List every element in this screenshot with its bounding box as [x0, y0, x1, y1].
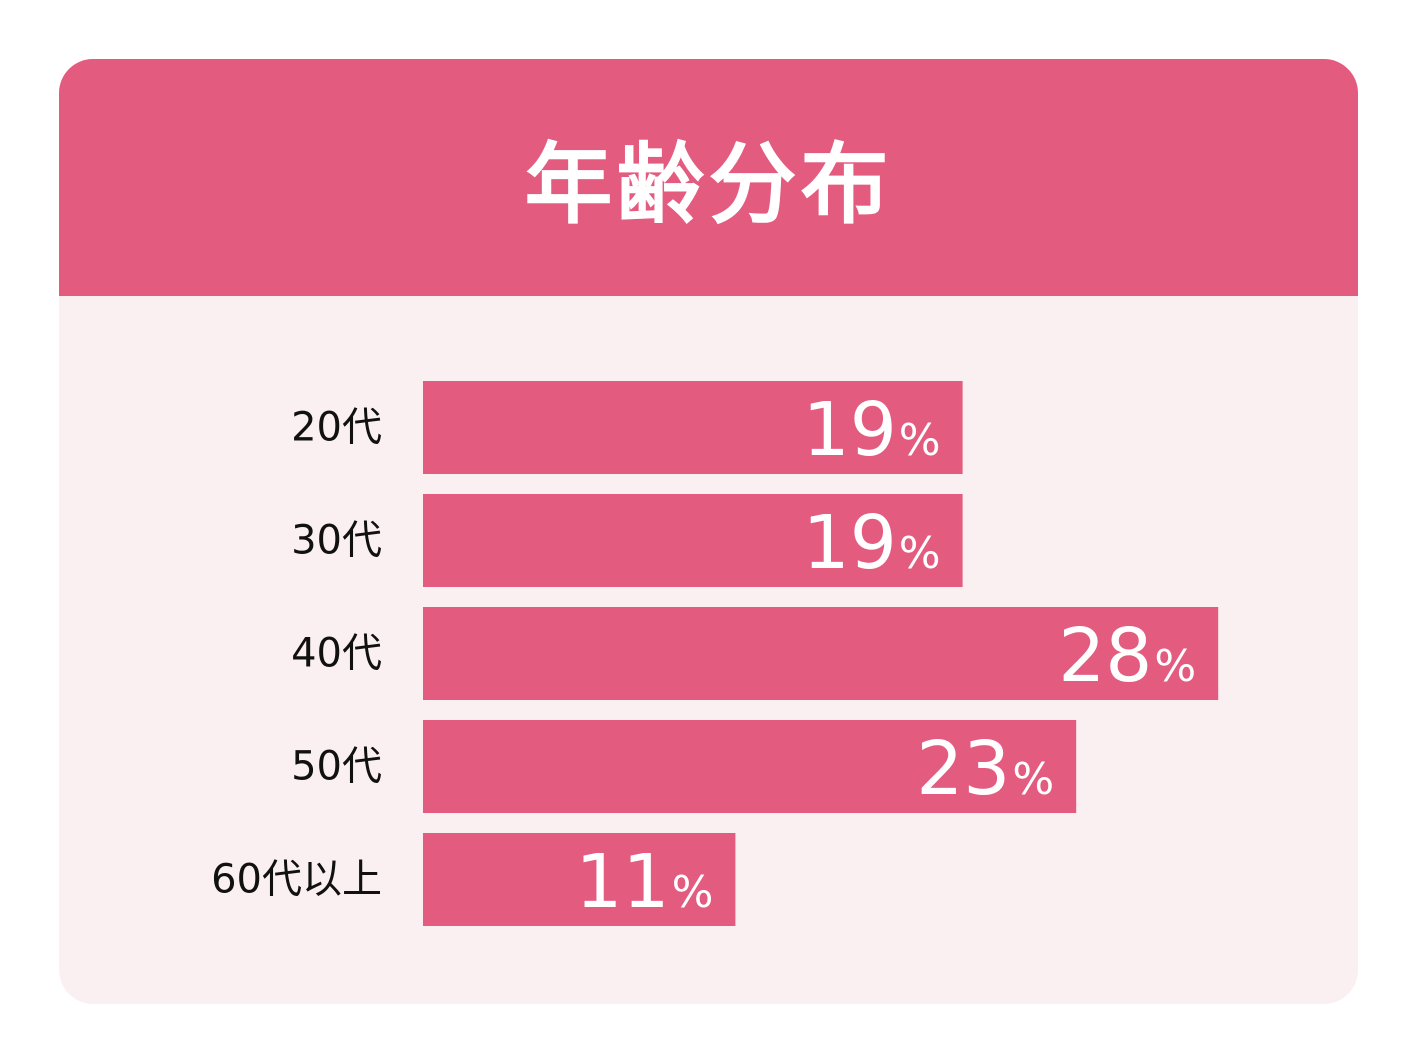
value-label: 19%: [803, 500, 941, 586]
value-label: 11%: [575, 839, 713, 925]
category-label: 40代: [291, 631, 382, 677]
bar-60代以上: [423, 833, 736, 926]
bar-50代: [423, 720, 1077, 813]
category-label: 60代以上: [211, 857, 382, 903]
value-label: 28%: [1058, 613, 1196, 699]
bar-40代: [423, 607, 1219, 700]
value-label: 23%: [916, 726, 1054, 812]
category-label: 20代: [291, 405, 382, 451]
category-label: 50代: [291, 744, 382, 790]
bar-20代: [423, 381, 963, 474]
card-header: 年齢分布: [59, 59, 1358, 296]
category-label: 30代: [291, 518, 382, 564]
value-label: 19%: [803, 387, 941, 473]
chart-title: 年齢分布: [524, 133, 893, 236]
bar-30代: [423, 494, 963, 587]
